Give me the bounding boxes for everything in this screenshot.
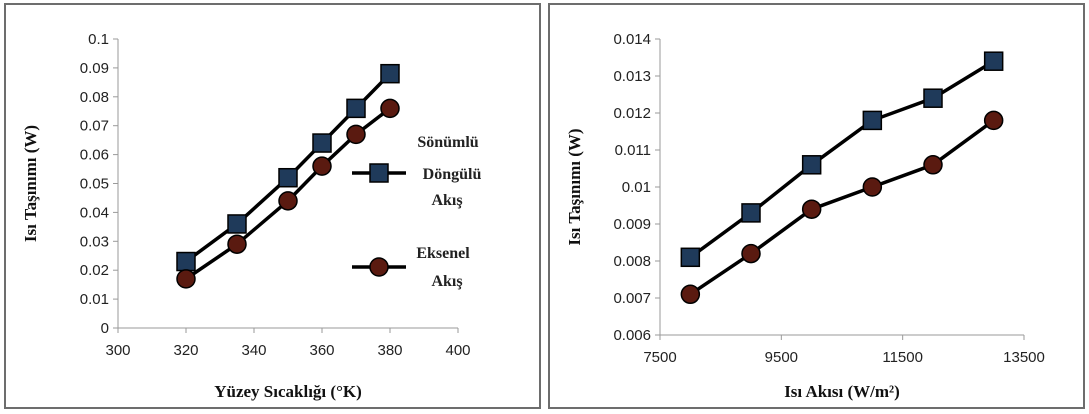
y-tick-label: 0.011 [615, 142, 651, 159]
y-tick-label: 0.05 [80, 176, 109, 193]
x-tick-label: 340 [241, 342, 266, 359]
y-tick-label: 0.014 [613, 31, 651, 48]
chart-panel-heat-flux: 0.006 0.007 0.008 0.009 0.01 0.011 0.012 0.013 0… [548, 3, 1085, 409]
y-tick-label: 0.04 [80, 204, 109, 221]
data-point-circle [278, 191, 298, 211]
y-tick-label: 0.09 [80, 60, 109, 77]
y-axis-title: Isı Taşınımı (W) [21, 125, 40, 242]
series-line-2 [689, 118, 995, 296]
x-tick-label: 300 [105, 342, 130, 359]
legend-label: Eksenel [416, 245, 470, 262]
data-point-circle [312, 156, 332, 176]
data-point-circle [380, 98, 400, 119]
data-point-circle [801, 199, 822, 219]
chart-heat-flux: 0.006 0.007 0.008 0.009 0.01 0.011 0.012 0.013 0… [565, 31, 1045, 401]
data-point-square [380, 63, 400, 84]
x-tick-label: 9500 [765, 349, 798, 366]
y-tick-label: 0.01 [622, 179, 651, 196]
legend-marker-circle [369, 257, 389, 277]
chart-surface-temperature: 0 0.01 0.02 0.03 0.04 0.05 0.06 0.07 0.08 0.09 0.1… [21, 31, 482, 401]
data-point-circle [862, 177, 883, 197]
x-tick-label: 320 [173, 342, 198, 359]
legend-label: Akış [431, 273, 462, 290]
y-tick-label: 0.02 [80, 262, 109, 279]
x-tick-label: 11500 [882, 349, 923, 366]
y-tick-label: 0.03 [80, 233, 109, 250]
x-tick-label: 400 [445, 342, 470, 359]
y-tick-label: 0.01 [80, 291, 109, 308]
data-point-square [741, 203, 761, 223]
x-axis-title: Isı Akısı (W/m²) [784, 382, 900, 401]
legend-label: Döngülü [423, 166, 482, 183]
x-axis-title: Yüzey Sıcaklığı (°K) [214, 382, 362, 401]
x-tick-label: 13500 [1003, 349, 1045, 366]
data-point-square [923, 88, 943, 108]
data-point-square [176, 251, 196, 272]
data-point-square [346, 98, 366, 119]
data-point-circle [741, 243, 761, 264]
y-tick-label: 0.08 [80, 89, 109, 106]
x-tick-label: 7500 [643, 349, 676, 366]
y-tick-label: 0.1 [88, 31, 109, 48]
data-point-circle [680, 284, 701, 305]
data-point-square [278, 167, 298, 188]
y-tick-label: 0.009 [613, 216, 651, 233]
data-point-square [227, 214, 247, 234]
data-point-circle [227, 234, 247, 254]
y-tick-label: 0.006 [613, 327, 651, 344]
data-point-circle [983, 110, 1004, 131]
data-point-circle [923, 155, 943, 175]
y-tick-label: 0.06 [80, 147, 109, 164]
legend-marker-square [369, 163, 389, 183]
data-point-circle [176, 269, 196, 289]
x-tick-label: 380 [377, 342, 402, 359]
data-point-square [801, 155, 822, 175]
y-tick-label: 0.012 [613, 105, 651, 122]
data-point-circle [346, 124, 366, 145]
y-tick-label: 0.007 [613, 290, 651, 307]
x-tick-label: 360 [309, 342, 334, 359]
data-point-square [983, 51, 1004, 71]
data-point-square [312, 133, 332, 153]
y-axis-title: Isı Taşınımı (W) [565, 128, 584, 245]
data-point-square [680, 247, 701, 268]
legend-label: Sönümlü [417, 134, 478, 151]
y-tick-label: 0 [101, 320, 109, 337]
chart-panel-surface-temperature: 0 0.01 0.02 0.03 0.04 0.05 0.06 0.07 0.08 0.09 0.1… [4, 3, 541, 409]
series-line-1 [689, 59, 995, 259]
y-tick-label: 0.07 [80, 118, 109, 135]
legend-label: Akış [431, 192, 462, 209]
data-point-square [862, 110, 883, 131]
y-tick-label: 0.013 [613, 68, 651, 85]
y-tick-label: 0.008 [613, 253, 651, 270]
